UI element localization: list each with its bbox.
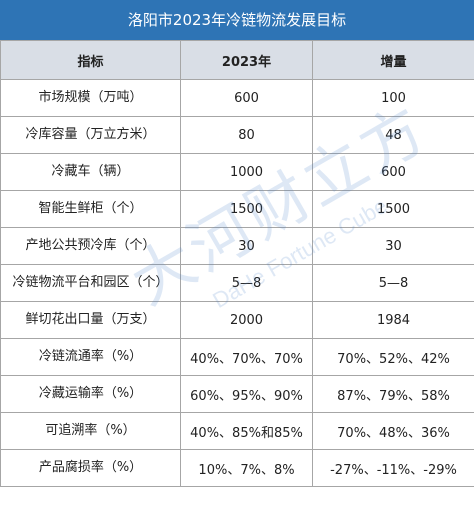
cell-year: 80 xyxy=(180,116,313,154)
cell-increment: 600 xyxy=(312,153,474,191)
cell-year: 40%、70%、70% xyxy=(180,338,313,376)
cell-indicator: 可追溯率（%） xyxy=(0,412,181,450)
cell-increment: 70%、48%、36% xyxy=(312,412,474,450)
cell-indicator: 市场规模（万吨） xyxy=(0,79,181,117)
table-row: 冷链物流平台和园区（个） 5—8 5—8 xyxy=(0,264,474,302)
cell-indicator: 鲜切花出口量（万支） xyxy=(0,301,181,339)
cell-year: 2000 xyxy=(180,301,313,339)
table-row: 产品腐损率（%） 10%、7%、8% -27%、-11%、-29% xyxy=(0,449,474,487)
cell-indicator: 智能生鲜柜（个） xyxy=(0,190,181,228)
cell-increment: 1984 xyxy=(312,301,474,339)
cell-increment: 5—8 xyxy=(312,264,474,302)
cell-indicator: 产品腐损率（%） xyxy=(0,449,181,487)
cell-indicator: 冷库容量（万立方米） xyxy=(0,116,181,154)
cell-year: 10%、7%、8% xyxy=(180,449,313,487)
cell-year: 1500 xyxy=(180,190,313,228)
cell-increment: 100 xyxy=(312,79,474,117)
cell-increment: 48 xyxy=(312,116,474,154)
table-row: 冷链流通率（%） 40%、70%、70% 70%、52%、42% xyxy=(0,338,474,376)
header-year: 2023年 xyxy=(180,40,313,80)
cell-indicator: 冷链物流平台和园区（个） xyxy=(0,264,181,302)
cell-indicator: 冷藏车（辆） xyxy=(0,153,181,191)
cell-increment: 87%、79%、58% xyxy=(312,375,474,413)
cell-year: 600 xyxy=(180,79,313,117)
table-row: 产地公共预冷库（个） 30 30 xyxy=(0,227,474,265)
table-row: 冷藏车（辆） 1000 600 xyxy=(0,153,474,191)
cell-indicator: 冷链流通率（%） xyxy=(0,338,181,376)
cell-year: 5—8 xyxy=(180,264,313,302)
cell-increment: 1500 xyxy=(312,190,474,228)
cell-increment: -27%、-11%、-29% xyxy=(312,449,474,487)
goals-table: 指标 2023年 增量 市场规模（万吨） 600 100 冷库容量（万立方米） … xyxy=(0,40,474,487)
header-increment: 增量 xyxy=(312,40,474,80)
table-row: 鲜切花出口量（万支） 2000 1984 xyxy=(0,301,474,339)
table-title: 洛阳市2023年冷链物流发展目标 xyxy=(0,0,474,40)
table-row: 市场规模（万吨） 600 100 xyxy=(0,79,474,117)
table-row: 冷库容量（万立方米） 80 48 xyxy=(0,116,474,154)
cell-indicator: 冷藏运输率（%） xyxy=(0,375,181,413)
table-row: 冷藏运输率（%） 60%、95%、90% 87%、79%、58% xyxy=(0,375,474,413)
cell-year: 30 xyxy=(180,227,313,265)
cell-increment: 30 xyxy=(312,227,474,265)
cell-increment: 70%、52%、42% xyxy=(312,338,474,376)
cell-indicator: 产地公共预冷库（个） xyxy=(0,227,181,265)
cell-year: 1000 xyxy=(180,153,313,191)
table-row: 智能生鲜柜（个） 1500 1500 xyxy=(0,190,474,228)
cell-year: 40%、85%和85% xyxy=(180,412,313,450)
cell-year: 60%、95%、90% xyxy=(180,375,313,413)
header-row: 指标 2023年 增量 xyxy=(0,40,474,80)
header-indicator: 指标 xyxy=(0,40,181,80)
table-row: 可追溯率（%） 40%、85%和85% 70%、48%、36% xyxy=(0,412,474,450)
